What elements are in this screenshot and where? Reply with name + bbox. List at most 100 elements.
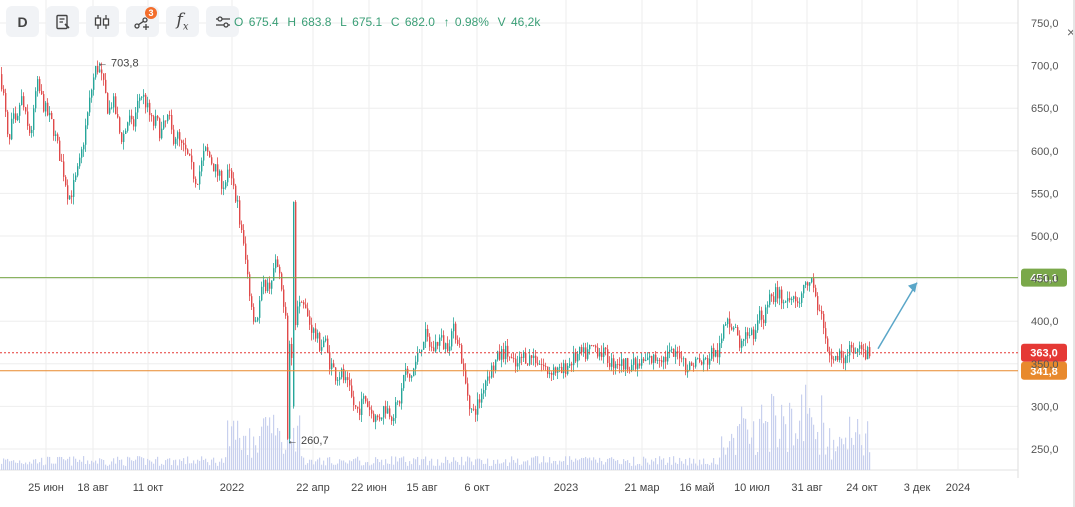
candle-body	[709, 358, 711, 365]
volume-bar	[705, 463, 707, 470]
candle-body	[849, 344, 851, 356]
candle-body	[669, 349, 671, 352]
instrument-menu-button[interactable]	[46, 6, 79, 37]
chart-toolbar: D 3 fx	[6, 6, 239, 38]
candle-body	[387, 408, 389, 414]
volume-bar	[777, 447, 779, 470]
volume-bar	[233, 420, 235, 470]
volume-bar	[587, 458, 589, 470]
indicators-button[interactable]: 3	[126, 6, 159, 37]
volume-bar	[1, 463, 3, 470]
candle-body	[359, 408, 361, 415]
candle-body	[321, 347, 323, 351]
volume-bar	[325, 465, 327, 470]
volume-bar	[613, 458, 615, 470]
volume-bar	[719, 457, 721, 470]
candle-body	[239, 200, 241, 225]
volume-bar	[157, 456, 159, 470]
candle-body	[183, 142, 185, 145]
candle-body	[103, 73, 105, 80]
candle-body	[289, 343, 291, 439]
volume-bar	[599, 457, 601, 470]
candle-body	[477, 399, 479, 415]
volume-bar	[83, 456, 85, 470]
volume-bar	[193, 460, 195, 470]
candle-body	[227, 169, 229, 183]
candle-body	[411, 376, 413, 378]
candle-body	[67, 185, 69, 200]
interval-button[interactable]: D	[6, 6, 39, 37]
level-price-tag	[1021, 268, 1067, 287]
volume-bar	[823, 422, 825, 470]
close-icon[interactable]: ×	[1066, 24, 1075, 40]
candle-body	[377, 415, 379, 418]
candle-body	[459, 343, 461, 346]
volume-bar	[525, 461, 527, 470]
candle-body	[569, 363, 571, 366]
candle-body	[5, 92, 7, 112]
volume-bar	[177, 465, 179, 470]
volume-bar	[703, 458, 705, 470]
volume-bar	[801, 394, 803, 470]
volume-bar	[863, 455, 865, 470]
interval-label: D	[17, 13, 28, 30]
candle-body	[665, 356, 667, 362]
candle-body	[733, 327, 735, 330]
volume-bar	[63, 459, 65, 470]
candle-body	[449, 346, 451, 351]
volume-bar	[465, 461, 467, 470]
chart-type-button[interactable]	[86, 6, 119, 37]
volume-bar	[39, 462, 41, 470]
candle-body	[99, 69, 101, 73]
volume-bar	[491, 465, 493, 470]
volume-bar	[31, 463, 33, 470]
volume-bar	[585, 456, 587, 470]
volume-bar	[591, 460, 593, 470]
candle-body	[853, 347, 855, 354]
candle-body	[49, 112, 51, 116]
candle-body	[151, 115, 153, 117]
volume-bar	[783, 416, 785, 470]
candle-body	[749, 335, 751, 336]
volume-bar	[623, 459, 625, 470]
candle-body	[141, 96, 143, 98]
volume-bar	[551, 463, 553, 470]
candle-body	[771, 294, 773, 297]
volume-bar	[699, 459, 701, 470]
close-value: 682.0	[404, 15, 435, 29]
candle-body	[147, 102, 149, 108]
candle-body	[203, 150, 205, 161]
candle-body	[583, 347, 585, 353]
settings-button[interactable]	[206, 6, 239, 37]
candle-body	[29, 125, 31, 134]
volume-bar	[617, 460, 619, 470]
volume-bar	[727, 447, 729, 470]
volume-bar	[547, 462, 549, 470]
candle-body	[721, 338, 723, 344]
volume-bar	[61, 456, 63, 470]
candle-body	[747, 332, 749, 336]
candle-body	[649, 355, 651, 358]
volume-bar	[247, 454, 249, 470]
ohlc-readout: O 675.4 H 683.8 L 675.1 C 682.0 ↑ 0.98% …	[234, 15, 542, 29]
functions-button[interactable]: fx	[166, 6, 199, 37]
candle-body	[315, 328, 317, 339]
volume-bar	[163, 464, 165, 470]
candle-body	[21, 96, 23, 106]
candle-body	[245, 243, 247, 260]
volume-bar	[137, 456, 139, 470]
volume-bar	[781, 404, 783, 470]
candle-body	[521, 356, 523, 358]
candle-body	[11, 118, 13, 140]
candle-body	[555, 367, 557, 373]
candle-body	[597, 347, 599, 357]
candle-body	[37, 79, 39, 92]
volume-bar	[861, 445, 863, 470]
volume-bar	[527, 460, 529, 470]
document-edit-icon	[55, 14, 70, 29]
candle-body	[847, 355, 849, 357]
candle-body	[199, 171, 201, 185]
volume-bar	[187, 456, 189, 470]
candle-body	[657, 359, 659, 361]
